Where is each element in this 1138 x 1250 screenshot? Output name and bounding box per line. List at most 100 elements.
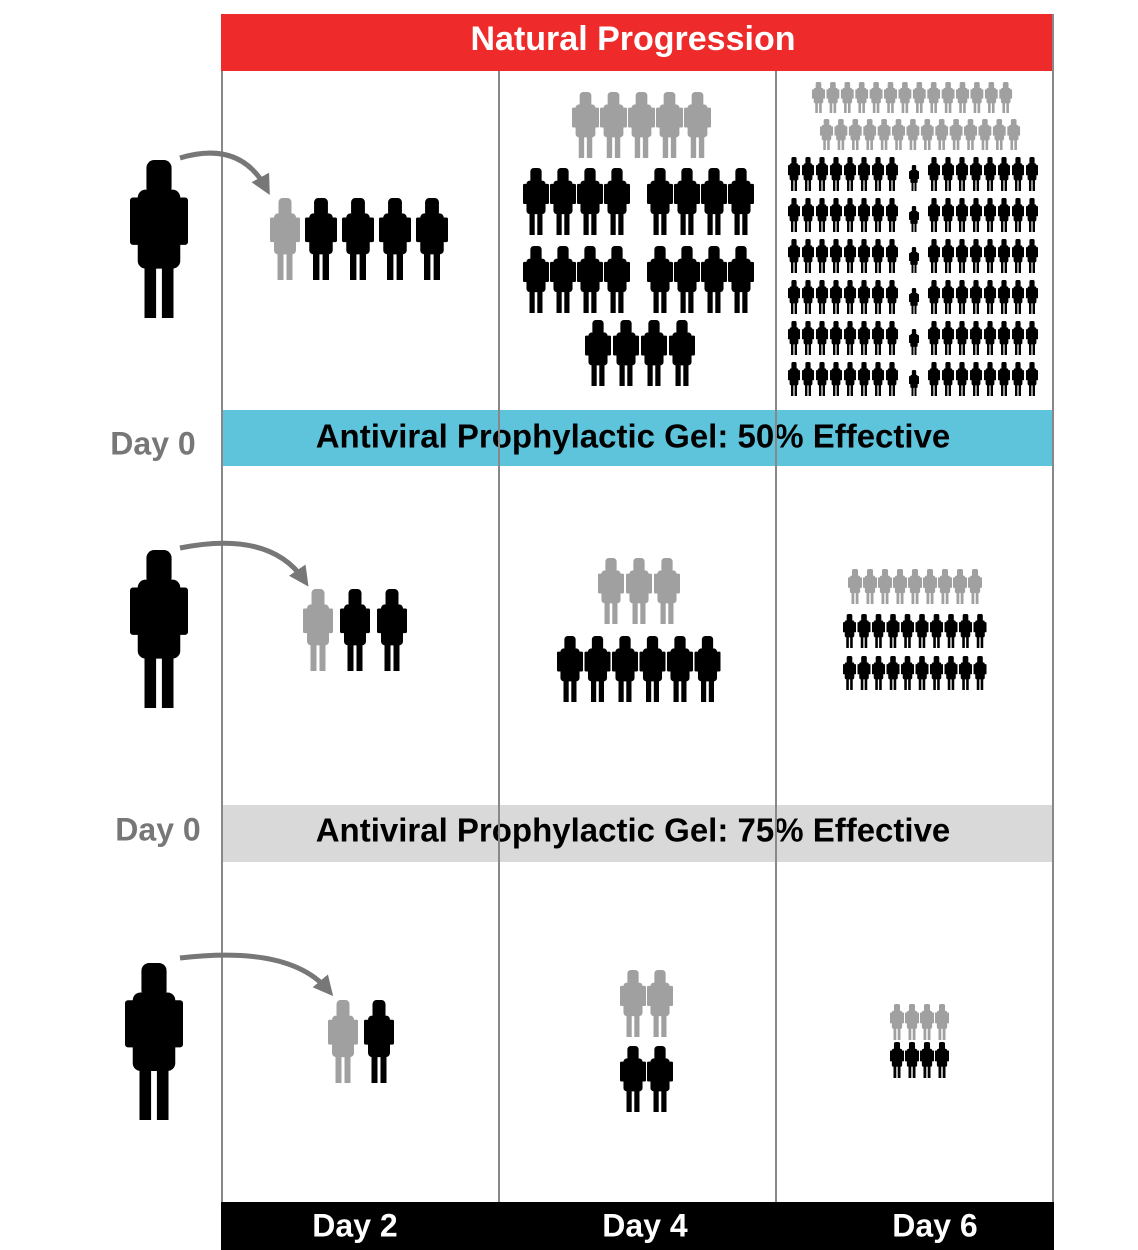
person-icon bbox=[886, 614, 900, 648]
person-icon bbox=[840, 82, 854, 113]
person-icon bbox=[857, 656, 871, 690]
person-icon bbox=[858, 321, 870, 355]
person-icon bbox=[523, 168, 549, 235]
person-icon bbox=[270, 198, 300, 280]
person-icon bbox=[802, 280, 814, 314]
person-icon bbox=[998, 321, 1010, 355]
person-icon bbox=[812, 82, 825, 113]
person-icon bbox=[886, 239, 898, 273]
person-icon bbox=[890, 1004, 904, 1040]
person-icon bbox=[964, 119, 977, 150]
person-icon bbox=[886, 362, 898, 396]
person-icon bbox=[843, 656, 856, 690]
person-icon bbox=[620, 1046, 646, 1112]
person-icon bbox=[557, 636, 583, 702]
person-icon bbox=[1026, 157, 1038, 191]
person-icon bbox=[604, 246, 630, 313]
band bbox=[221, 410, 1054, 466]
person-icon bbox=[816, 198, 828, 232]
person-icon bbox=[844, 239, 856, 273]
person-icon bbox=[844, 280, 856, 314]
person-icon bbox=[930, 656, 943, 690]
person-icon bbox=[303, 589, 333, 671]
person-icon bbox=[912, 82, 926, 113]
person-icon bbox=[992, 119, 1006, 150]
person-icon bbox=[788, 239, 800, 273]
person-icon bbox=[886, 321, 898, 355]
person-icon bbox=[956, 280, 968, 314]
person-icon bbox=[956, 198, 968, 232]
person-icon bbox=[863, 569, 877, 604]
person-icon bbox=[674, 246, 700, 313]
person-icon bbox=[830, 198, 842, 232]
person-icon bbox=[1012, 280, 1024, 314]
person-icon bbox=[956, 239, 968, 273]
person-icon bbox=[872, 239, 884, 273]
person-icon bbox=[1012, 239, 1024, 273]
person-icon bbox=[973, 614, 987, 648]
person-icon bbox=[935, 1042, 949, 1078]
person-icon bbox=[816, 321, 828, 355]
person-icon bbox=[872, 198, 884, 232]
column-label: Day 2 bbox=[312, 1207, 397, 1243]
person-icon bbox=[863, 119, 877, 150]
person-icon bbox=[728, 168, 754, 235]
person-icon bbox=[848, 569, 862, 604]
person-icon bbox=[788, 157, 800, 191]
band bbox=[221, 805, 1054, 862]
person-icon bbox=[928, 321, 940, 355]
person-icon bbox=[130, 550, 188, 708]
person-icon bbox=[877, 119, 891, 150]
person-icon bbox=[928, 280, 940, 314]
people bbox=[125, 82, 1038, 1120]
person-icon bbox=[949, 119, 963, 150]
person-icon bbox=[130, 160, 188, 318]
person-icon bbox=[550, 168, 576, 235]
person-icon bbox=[820, 119, 833, 150]
person-icon bbox=[550, 246, 576, 313]
person-icon bbox=[942, 280, 954, 314]
person-icon bbox=[970, 362, 982, 396]
person-icon bbox=[938, 569, 952, 604]
person-icon bbox=[869, 82, 883, 113]
person-icon bbox=[886, 656, 900, 690]
person-icon bbox=[1012, 321, 1024, 355]
column-label: Day 4 bbox=[602, 1207, 688, 1243]
person-icon bbox=[612, 636, 638, 702]
person-icon bbox=[956, 82, 969, 113]
person-icon bbox=[908, 569, 922, 604]
person-icon bbox=[379, 198, 411, 280]
person-icon bbox=[878, 569, 892, 604]
person-icon bbox=[844, 362, 856, 396]
person-icon bbox=[577, 246, 603, 313]
person-icon bbox=[956, 362, 968, 396]
person-icon bbox=[1007, 119, 1021, 150]
person-icon bbox=[984, 280, 996, 314]
person-icon bbox=[584, 636, 611, 702]
person-icon bbox=[844, 198, 856, 232]
person-icon bbox=[1012, 157, 1024, 191]
header-band bbox=[221, 14, 1054, 71]
person-icon bbox=[909, 329, 919, 355]
person-icon bbox=[684, 92, 711, 158]
person-icon bbox=[970, 280, 982, 314]
person-icon bbox=[647, 970, 673, 1037]
person-icon bbox=[1026, 239, 1038, 273]
person-icon bbox=[830, 280, 842, 314]
person-icon bbox=[340, 589, 370, 671]
person-icon bbox=[959, 656, 972, 690]
person-icon bbox=[647, 1046, 673, 1112]
person-icon bbox=[930, 614, 943, 648]
person-icon bbox=[628, 92, 655, 158]
person-icon bbox=[816, 280, 828, 314]
person-icon bbox=[626, 558, 652, 624]
person-icon bbox=[984, 239, 996, 273]
person-icon bbox=[816, 362, 828, 396]
person-icon bbox=[834, 119, 848, 150]
person-icon bbox=[920, 1004, 934, 1040]
person-icon bbox=[872, 656, 885, 690]
person-icon bbox=[942, 198, 954, 232]
person-icon bbox=[920, 1042, 934, 1078]
person-icon bbox=[857, 614, 871, 648]
footer-band bbox=[221, 1202, 1054, 1250]
